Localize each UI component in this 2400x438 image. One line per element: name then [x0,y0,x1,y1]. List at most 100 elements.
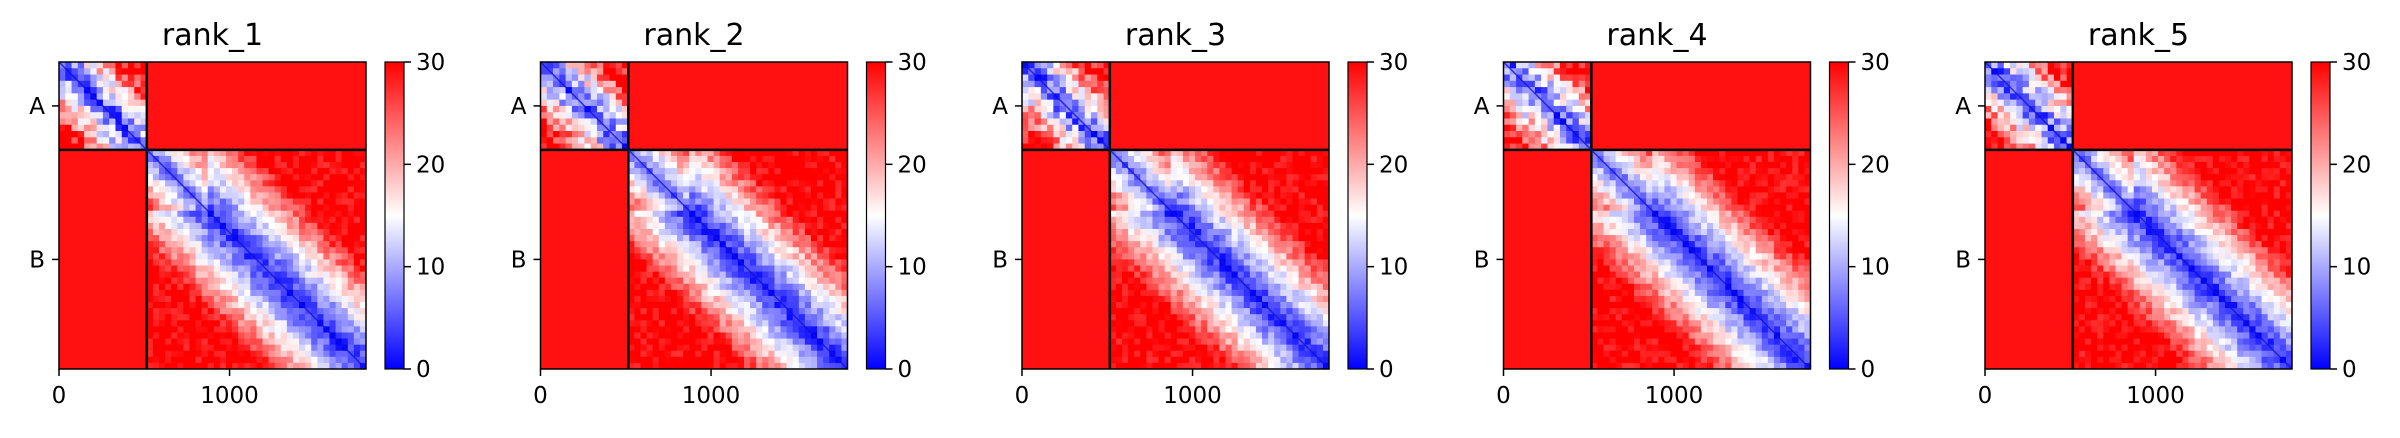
heatmap-cell [646,241,654,248]
heatmap-cell [1109,302,1117,309]
heatmap-cell [292,362,300,370]
heatmap-cell [829,155,836,163]
heatmap-cell [1182,259,1190,266]
heatmap-cell [615,112,623,119]
heatmap-cell [59,112,66,119]
heatmap-cell [299,295,306,303]
heatmap-cell [146,320,154,327]
heatmap-cell [1122,314,1129,321]
heatmap-cell [335,174,343,181]
heatmap-cell [1103,118,1111,126]
heatmap-cell [810,222,818,230]
heatmap-cell [1022,118,1029,126]
heatmap-cell [65,62,72,69]
heatmap-cell [774,241,781,248]
heatmap-cell [768,271,775,279]
heatmap-cell [1743,174,1751,181]
heatmap-cell [1670,155,1677,163]
heatmap-cell [1122,295,1129,303]
heatmap-cell [359,308,367,315]
heatmap-cell [664,308,672,315]
heatmap-cell [780,320,788,327]
heatmap-cell [311,332,318,339]
heatmap-cell [1097,105,1104,113]
heatmap-cell [1755,216,1763,224]
heatmap-cell [1719,180,1726,187]
heatmap-cell [1140,222,1147,230]
heatmap-cell [244,350,251,358]
heatmap-cell [177,168,184,175]
heatmap-cell [1633,216,1641,224]
heatmap-cell [841,186,848,193]
heatmap-cell [1164,155,1172,163]
heatmap-cell [1219,222,1226,230]
heatmap-cell [719,180,727,187]
heatmap-cell [134,124,141,132]
heatmap-cell [146,162,154,169]
heatmap-cell [628,222,635,230]
heatmap-cell [1128,320,1135,327]
heatmap-cell [1310,247,1318,254]
heatmap-cell [768,198,775,206]
heatmap-cell [59,118,66,126]
heatmap-cell [323,180,330,187]
heatmap-cell [786,222,794,230]
heatmap-cell [1719,186,1726,193]
heatmap-cell [189,174,196,181]
heatmap-cell [756,228,763,236]
heatmap-cell [701,155,708,163]
heatmap-cell [268,222,276,230]
heatmap-cell [823,259,830,266]
heatmap-cell [780,168,788,175]
heatmap-cell [189,350,196,358]
heatmap-cell [590,124,598,132]
heatmap-cell [84,93,91,101]
heatmap-cell [841,326,848,333]
heatmap-cell [841,241,848,248]
heatmap-cell [1627,174,1635,181]
heatmap-cell [1201,289,1208,297]
heatmap-cell [737,314,745,321]
heatmap-cell [640,210,647,218]
heatmap-cell [115,80,123,88]
heatmap-cell [725,308,733,315]
heatmap-cell [1170,149,1178,157]
heatmap-cell [256,283,263,291]
heatmap-cell [177,247,184,254]
heatmap-cell [1755,186,1763,193]
heatmap-cell [1237,180,1245,187]
heatmap-cell [1134,198,1141,206]
heatmap-cell [183,326,190,333]
heatmap-cell [305,289,312,297]
heatmap-cell [664,289,672,297]
heatmap-cell [628,314,635,321]
heatmap-cell [165,308,172,315]
heatmap-cell [762,362,769,370]
heatmap-cell [823,241,830,248]
heatmap-cell [640,344,647,352]
heatmap-cell [1292,302,1299,309]
heatmap-cell [262,222,269,230]
heatmap-cell [559,124,566,132]
heatmap-cell [1231,356,1239,364]
heatmap-cell [207,204,215,212]
heatmap-cell [225,326,233,333]
heatmap-cell [146,235,154,242]
heatmap-cell [1213,332,1220,339]
heatmap-cell [201,289,209,297]
heatmap-cell [1059,124,1067,132]
heatmap-cell [609,112,617,119]
heatmap-cell [177,332,184,339]
heatmap-cell [1640,180,1647,187]
heatmap-cell [1310,253,1318,260]
heatmap-cell [744,277,751,285]
heatmap-cell [756,308,763,315]
heatmap-cell [1195,222,1202,230]
heatmap-cell [1237,350,1245,358]
heatmap-cell [817,155,824,163]
heatmap-cell [1268,253,1275,260]
heatmap-cell [546,87,554,94]
heatmap-cell [677,308,684,315]
heatmap-cell [1292,241,1299,248]
heatmap-cell [268,356,276,364]
